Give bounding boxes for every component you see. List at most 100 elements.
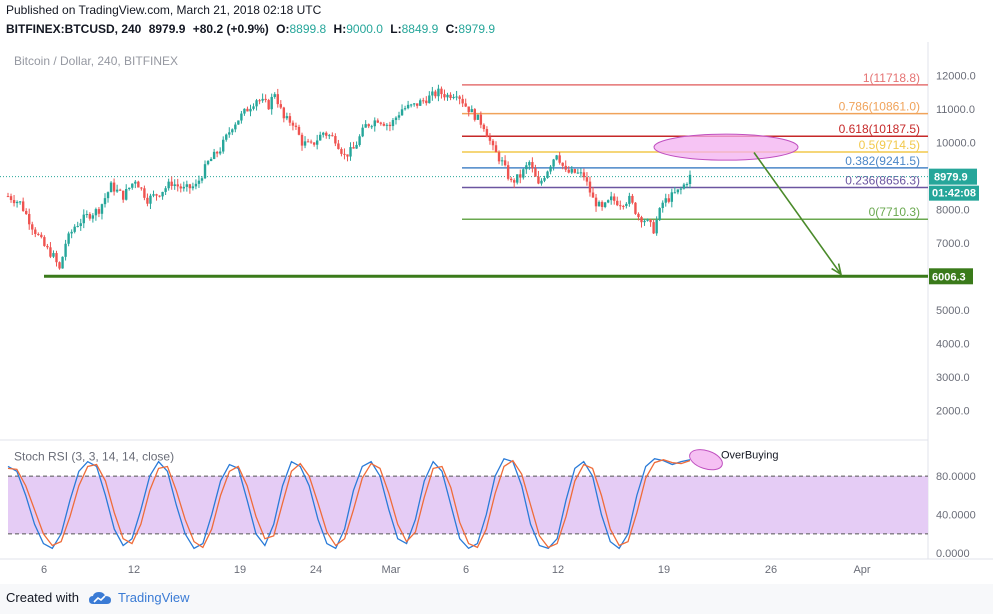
- tradingview-brand[interactable]: TradingView: [118, 590, 190, 605]
- candle-body: [164, 188, 167, 192]
- close-label: C:: [445, 22, 459, 36]
- candle-body: [464, 103, 467, 107]
- candle-body: [197, 180, 201, 184]
- candle-body: [570, 169, 573, 173]
- candle-body: [576, 172, 580, 174]
- candle-body: [440, 88, 443, 95]
- candle-body: [194, 183, 198, 187]
- candle-body: [112, 182, 116, 192]
- candle-body: [531, 162, 534, 169]
- candle-body: [40, 234, 43, 238]
- projection-arrow-head: [831, 263, 843, 276]
- candle-body: [643, 220, 646, 223]
- candle-body: [400, 109, 404, 116]
- candle-body: [285, 116, 289, 119]
- candle-body: [494, 145, 498, 153]
- candle-body: [661, 202, 664, 209]
- candle-body: [143, 188, 146, 198]
- candle-body: [225, 134, 228, 140]
- fib-level-label: 0(7710.3): [869, 205, 920, 219]
- candle-body: [473, 109, 476, 120]
- high-label: H:: [333, 22, 347, 36]
- candle-body: [315, 140, 319, 145]
- candle-body: [500, 160, 504, 162]
- candle-body: [255, 100, 258, 107]
- time-tick-label: 26: [765, 564, 777, 576]
- overbuying-label: OverBuying: [721, 450, 778, 462]
- candle-body: [179, 186, 182, 189]
- candle-body: [637, 213, 640, 218]
- candle-body: [88, 214, 92, 219]
- candle-body: [264, 98, 267, 101]
- candle-body: [522, 169, 525, 178]
- candle-body: [682, 184, 686, 189]
- candle-body: [55, 253, 58, 263]
- candle-body: [355, 144, 358, 149]
- price-tick-label: 10000.0: [936, 137, 976, 149]
- candle-body: [94, 209, 98, 216]
- candle-body: [249, 108, 252, 112]
- open-value: 8899.8: [289, 22, 327, 36]
- candle-body: [21, 201, 25, 211]
- candle-body: [240, 113, 243, 121]
- candle-body: [591, 192, 595, 198]
- candle-body: [258, 100, 261, 102]
- candle-body: [76, 226, 79, 228]
- price-tick-label: 7000.0: [936, 238, 970, 250]
- support-value: 6006.3: [932, 271, 966, 283]
- candle-body: [688, 174, 692, 185]
- candle-body: [231, 129, 234, 133]
- low-label: L:: [390, 22, 402, 36]
- candle-body: [422, 100, 425, 102]
- created-with-text: Created with: [6, 590, 79, 605]
- candle-body: [646, 219, 649, 221]
- candle-body: [558, 155, 561, 163]
- price-tick-label: 4000.0: [936, 339, 970, 351]
- candle-body: [115, 189, 119, 192]
- candle-body: [509, 178, 513, 181]
- candle-body: [200, 178, 204, 181]
- candle-body: [261, 98, 264, 101]
- candle-body: [306, 141, 310, 143]
- candle-body: [209, 158, 213, 162]
- candle-body: [622, 205, 625, 207]
- candle-body: [234, 124, 237, 130]
- candle-body: [597, 201, 601, 207]
- fib-level-label: 0.236(8656.3): [845, 173, 920, 187]
- candle-body: [419, 100, 422, 106]
- candle-body: [158, 195, 161, 197]
- candle-body: [91, 215, 95, 219]
- candle-body: [237, 120, 240, 125]
- countdown-value: 01:42:08: [932, 188, 976, 200]
- candle-body: [385, 124, 389, 126]
- candle-body: [467, 106, 470, 113]
- candle-body: [58, 262, 61, 269]
- candle-body: [337, 143, 340, 150]
- candle-body: [600, 201, 604, 208]
- candle-body: [367, 124, 370, 127]
- candle-body: [97, 209, 101, 214]
- candle-body: [228, 132, 231, 135]
- candle-body: [409, 104, 413, 106]
- candle-body: [449, 94, 452, 99]
- candle-body: [215, 151, 219, 154]
- candle-body: [613, 196, 616, 201]
- low-value: 8849.9: [401, 22, 439, 36]
- candle-body: [555, 155, 558, 160]
- candle-body: [170, 181, 173, 186]
- stoch-series-line: [7, 459, 691, 549]
- candle-body: [118, 189, 122, 191]
- candle-body: [185, 184, 189, 187]
- candle-body: [370, 126, 373, 128]
- candle-body: [655, 219, 658, 234]
- candle-body: [267, 100, 270, 110]
- candle-body: [155, 194, 158, 196]
- candle-body: [437, 88, 440, 97]
- candle-body: [573, 169, 577, 173]
- candle-body: [46, 245, 49, 248]
- chart-area[interactable]: Bitcoin / Dollar, 240, BITFINEX 12000.0 11…: [0, 42, 993, 590]
- candle-body: [482, 124, 486, 130]
- chart-svg[interactable]: Bitcoin / Dollar, 240, BITFINEX 12000.0 11…: [0, 42, 993, 590]
- candle-body: [288, 116, 292, 123]
- candle-body: [516, 174, 519, 183]
